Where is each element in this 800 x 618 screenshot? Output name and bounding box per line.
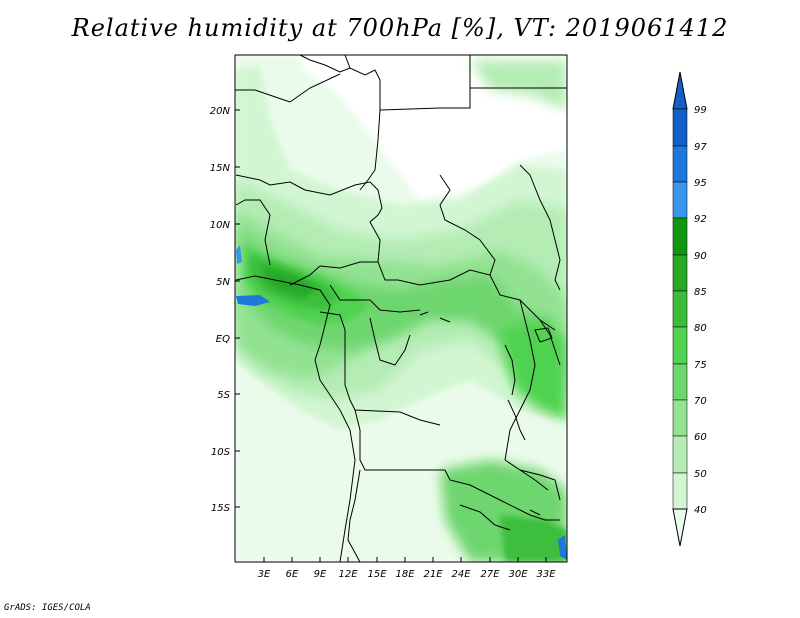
colorbar-label-85: 85 <box>694 287 707 298</box>
lat-label-15s: 15S <box>211 503 231 514</box>
rh-band-ne <box>470 60 567 110</box>
lon-label-9e: 9E <box>314 569 327 580</box>
longitude-axis: 3E 6E 9E 12E 15E 18E 21E 24E 27E 30E 33E <box>258 557 556 580</box>
lakes <box>419 311 553 516</box>
lat-label-eq: EQ <box>216 334 230 345</box>
lon-label-6e: 6E <box>286 569 299 580</box>
map-frame <box>234 54 568 563</box>
colorbar-cell-85 <box>672 290 688 328</box>
colorbar-cell-75 <box>672 363 688 401</box>
lat-label-15n: 15N <box>210 163 231 174</box>
rh-blue-3 <box>236 245 242 264</box>
colorbar-cell-92 <box>672 217 688 256</box>
colorbar-cell-50 <box>672 472 688 510</box>
colorbar-cell-60 <box>672 435 688 474</box>
colorbar-cell-95 <box>672 181 688 219</box>
colorbar-label-60: 60 <box>694 432 707 443</box>
rh-band-se-corner <box>500 515 567 562</box>
colorbar-label-50: 50 <box>694 469 707 480</box>
lat-label-5s: 5S <box>217 390 230 401</box>
map-panel <box>235 55 567 562</box>
lon-label-24e: 24E <box>451 569 471 580</box>
lon-label-3e: 3E <box>258 569 271 580</box>
rh-blue-2 <box>558 535 567 560</box>
colorbar-cell-70 <box>672 399 688 437</box>
lon-label-12e: 12E <box>338 569 358 580</box>
lat-label-10n: 10N <box>210 220 231 231</box>
map-title: Relative humidity at 700hPa [%], VT: 201… <box>71 14 729 42</box>
lon-label-33e: 33E <box>536 569 556 580</box>
lat-label-20n: 20N <box>210 106 231 117</box>
rh-blue-1 <box>236 295 270 306</box>
colorbar-label-97: 97 <box>694 142 707 153</box>
colorbar-label-92: 92 <box>694 214 707 225</box>
colorbar-label-90: 90 <box>694 251 707 262</box>
grads-credit: GrADS: IGES/COLA <box>4 603 91 613</box>
colorbar-cell-99 <box>672 108 688 147</box>
humidity-field <box>235 55 567 562</box>
lon-label-15e: 15E <box>367 569 387 580</box>
lat-label-10s: 10S <box>211 447 231 458</box>
latitude-axis: 20N 15N 10N 5N EQ 5S 10S 15S <box>210 106 240 514</box>
rh-band-75 <box>240 230 560 360</box>
rh-band-90 <box>262 265 318 298</box>
lon-label-30e: 30E <box>508 569 528 580</box>
lon-label-18e: 18E <box>395 569 415 580</box>
colorbar-label-40: 40 <box>694 505 707 516</box>
colorbar-label-75: 75 <box>694 360 707 371</box>
colorbar-label-80: 80 <box>694 323 707 334</box>
lon-label-27e: 27E <box>480 569 500 580</box>
colorbar-cell-90 <box>672 254 688 292</box>
lat-label-5n: 5N <box>216 277 230 288</box>
colorbar-bottom-arrow <box>672 508 688 547</box>
colorbar-cell-97 <box>672 145 688 183</box>
colorbar-label-70: 70 <box>694 396 707 407</box>
colorbar-label-99: 99 <box>694 105 707 116</box>
colorbar-top-arrow <box>672 71 688 110</box>
colorbar: 99 97 95 92 90 85 80 75 70 60 50 40 <box>672 71 707 547</box>
colorbar-label-95: 95 <box>694 178 707 189</box>
lon-label-21e: 21E <box>423 569 443 580</box>
country-borders <box>235 55 567 562</box>
atlantic-coast <box>235 275 356 562</box>
colorbar-cell-80 <box>672 326 688 365</box>
